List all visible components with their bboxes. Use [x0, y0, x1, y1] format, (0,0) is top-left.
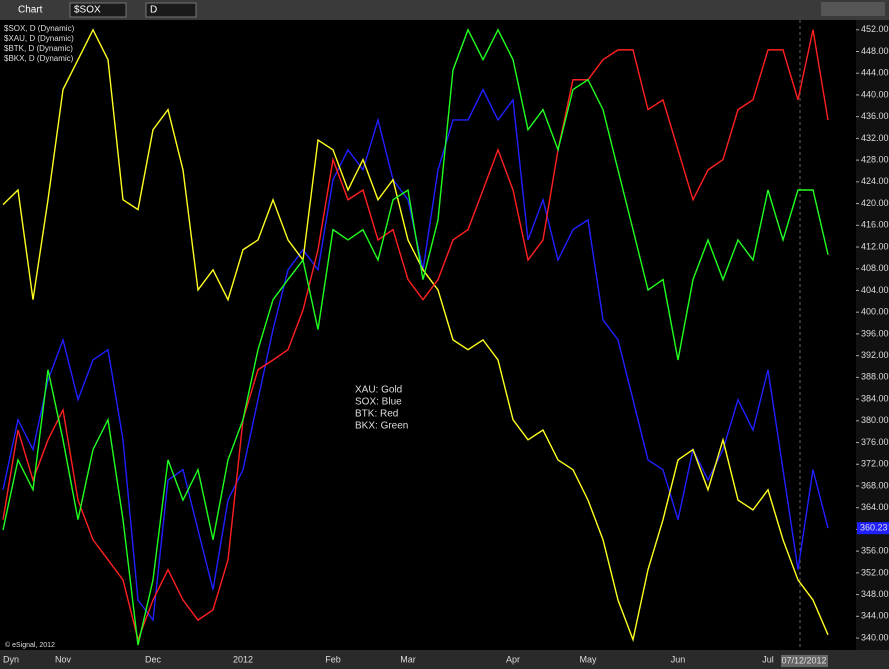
x-tick-label: Dec: [145, 654, 162, 664]
legend-entry: $XAU, D (Dynamic): [4, 34, 74, 43]
legend-entry: $SOX, D (Dynamic): [4, 24, 75, 33]
x-tick-label: 2012: [233, 654, 253, 664]
y-tick-label: 392.00: [861, 350, 889, 360]
x-tick-label: Jun: [671, 654, 686, 664]
cursor-date: 07/12/2012: [781, 655, 826, 665]
y-tick-label: 340.00: [861, 632, 889, 642]
y-tick-label: 424.00: [861, 176, 889, 186]
series-line: [2, 28, 829, 646]
x-tick-label: Apr: [506, 654, 520, 664]
window-title: Chart: [18, 5, 43, 16]
legend-entry: $BKX, D (Dynamic): [4, 54, 74, 63]
copyright: © eSignal, 2012: [5, 641, 55, 649]
x-tick-label: Feb: [325, 654, 341, 664]
y-tick-label: 380.00: [861, 415, 889, 425]
series-line: [2, 28, 829, 643]
window-buttons[interactable]: [821, 2, 885, 16]
annotation: BKX: Green: [355, 421, 408, 432]
y-tick-label: 432.00: [861, 133, 889, 143]
symbol-box[interactable]: [69, 2, 127, 18]
y-tick-label: 416.00: [861, 220, 889, 230]
symbol[interactable]: $SOX: [74, 5, 101, 16]
y-tick-label: 452.00: [861, 24, 889, 34]
y-tick-label: 412.00: [861, 241, 889, 251]
y-tick-label: 388.00: [861, 372, 889, 382]
y-tick-label: 372.00: [861, 459, 889, 469]
y-tick-label: 408.00: [861, 263, 889, 273]
y-tick-label: 368.00: [861, 480, 889, 490]
toolbar-bg: [0, 0, 889, 20]
legend-entry: $BTK, D (Dynamic): [4, 44, 73, 53]
y-tick-label: 420.00: [861, 198, 889, 208]
y-tick-label: 436.00: [861, 111, 889, 121]
y-tick-label: 404.00: [861, 285, 889, 295]
last-value-box: [857, 522, 889, 535]
cursor-date-box: [781, 655, 828, 667]
x-axis-bar: [0, 650, 889, 669]
y-tick-label: 352.00: [861, 567, 889, 577]
annotation: XAU: Gold: [355, 385, 402, 396]
y-tick-label: 376.00: [861, 437, 889, 447]
y-tick-label: 344.00: [861, 611, 889, 621]
y-tick-label: 444.00: [861, 68, 889, 78]
y-tick-label: 356.00: [861, 546, 889, 556]
y-tick-label: 348.00: [861, 589, 889, 599]
y-axis-bar: [856, 20, 889, 650]
y-tick-label: 400.00: [861, 307, 889, 317]
last-value-label: 360.23: [860, 523, 888, 533]
x-tick-label: May: [579, 654, 597, 664]
y-tick-label: 440.00: [861, 89, 889, 99]
x-tick-label: Mar: [400, 654, 416, 664]
y-tick-label: 428.00: [861, 154, 889, 164]
annotation: SOX: Blue: [355, 397, 402, 408]
annotation: BTK: Red: [355, 409, 398, 420]
scale-mode[interactable]: Dyn: [3, 654, 19, 664]
y-tick-label: 448.00: [861, 46, 889, 56]
x-tick-label: Jul: [762, 654, 774, 664]
y-tick-label: 384.00: [861, 393, 889, 403]
toolbar: Chart $SOX D: [0, 0, 889, 20]
interval[interactable]: D: [150, 5, 157, 16]
y-tick-label: 396.00: [861, 328, 889, 338]
y-tick-label: 364.00: [861, 502, 889, 512]
x-tick-label: Nov: [55, 654, 72, 664]
interval-box[interactable]: [145, 2, 197, 18]
